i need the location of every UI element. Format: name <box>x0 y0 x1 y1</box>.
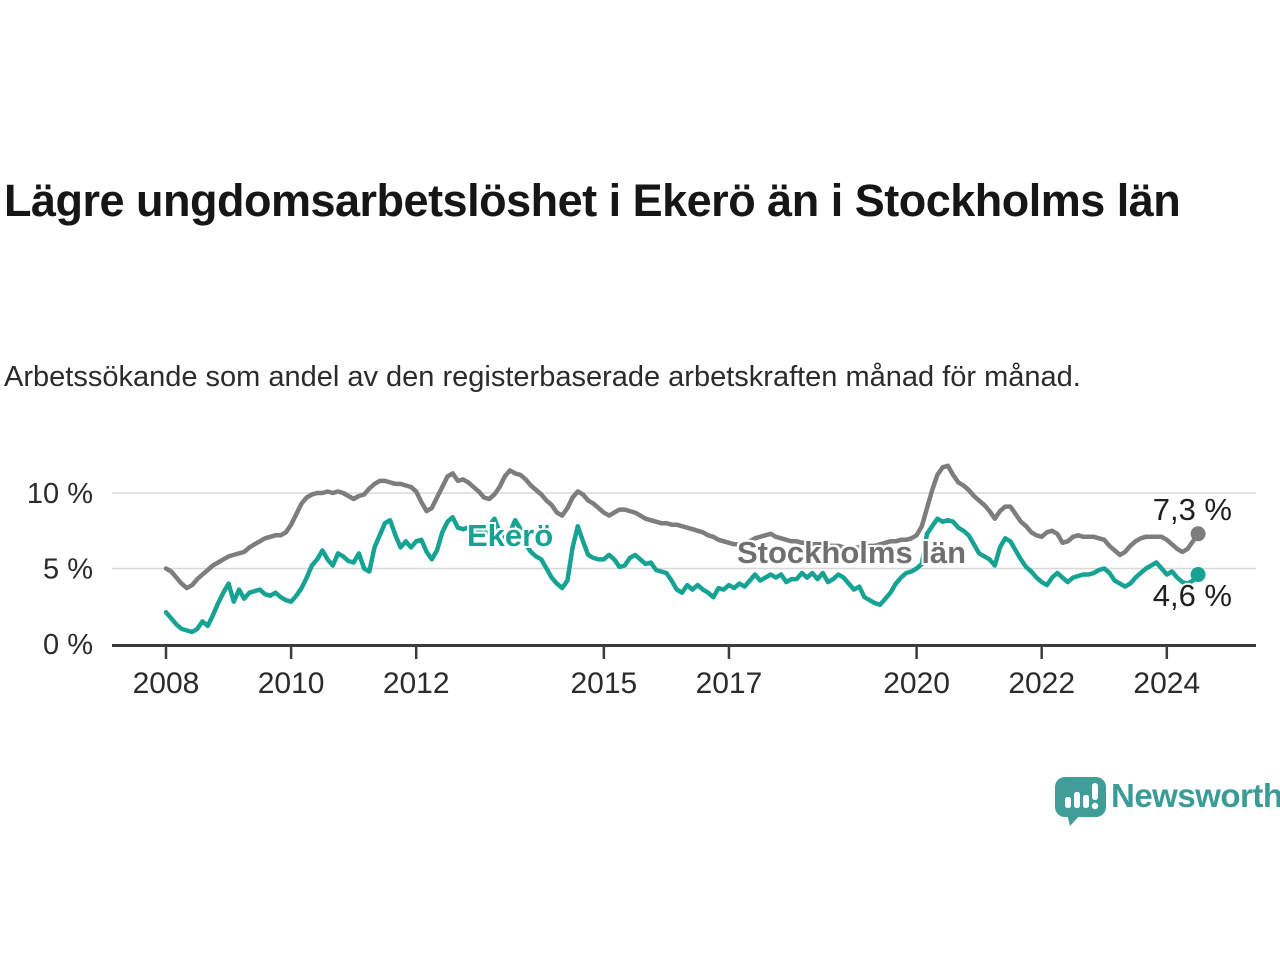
speech-bubble-body <box>1055 777 1106 817</box>
x-tick-label-2017: 2017 <box>696 667 763 700</box>
x-tick-label-2022: 2022 <box>1008 667 1075 700</box>
end-dot-ekerö <box>1190 567 1206 583</box>
speech-bubble-tail <box>1067 814 1081 826</box>
x-tick-label-2015: 2015 <box>570 667 637 700</box>
y-tick-label-5-percent: 5 % <box>43 554 93 586</box>
exclamation-mark-stem <box>1092 783 1098 800</box>
exclamation-mark-dot <box>1091 802 1099 810</box>
end-value-stockholms-lan: 7,3 % <box>1152 492 1232 527</box>
bar-chart-bar-3 <box>1083 795 1089 808</box>
bar-chart-bar-1 <box>1065 797 1071 808</box>
page-subtitle: Arbetssökande som andel av den registerb… <box>4 361 1081 393</box>
y-tick-label-10-percent: 10 % <box>27 478 93 510</box>
series-label-stockholms-lan: Stockholms län <box>737 535 967 570</box>
x-tick-label-2020: 2020 <box>883 667 950 700</box>
newsworthy-wordmark: Newsworthy <box>1111 777 1280 814</box>
end-dot-stockholms-län <box>1190 526 1206 542</box>
series-label-ekero: Ekerö <box>467 518 554 553</box>
newsworthy-logo[interactable]: Newsworthy <box>1054 774 1280 830</box>
line-series-stockholms-län <box>163 463 1201 591</box>
line-series-ekerö <box>163 514 1201 635</box>
x-tick-label-2010: 2010 <box>258 667 325 700</box>
bar-chart-bar-2 <box>1074 792 1080 808</box>
page-title: Lägre ungdomsarbetslöshet i Ekerö än i S… <box>4 175 1181 227</box>
y-tick-label-0-percent: 0 % <box>43 629 93 661</box>
end-value-ekero: 4,6 % <box>1152 578 1232 613</box>
newsworthy-speech-bubble-bar-chart-icon <box>1055 777 1106 826</box>
x-tick-label-2024: 2024 <box>1133 667 1200 700</box>
x-tick-label-2008: 2008 <box>133 667 200 700</box>
x-tick-label-2012: 2012 <box>383 667 450 700</box>
